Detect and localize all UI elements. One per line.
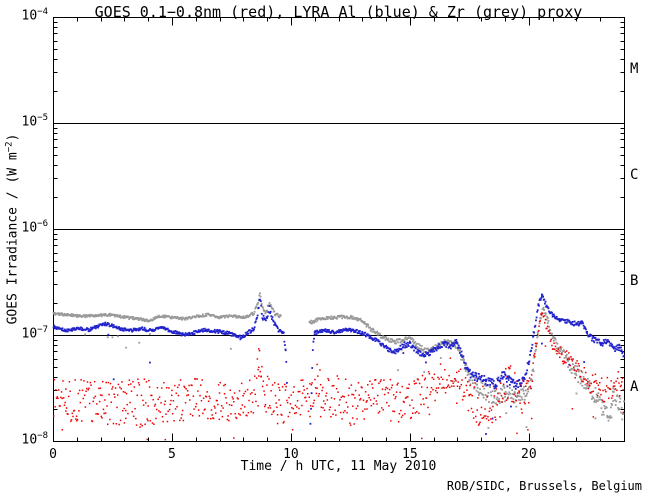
x-tick-label-10: 10: [283, 447, 299, 462]
y-axis-label-close: ): [5, 133, 21, 142]
y-tick-label-1e-5: 10−5: [0, 113, 49, 130]
y-tick-label-1e-6: 10−6: [0, 219, 49, 236]
flare-class-label-b: B: [630, 273, 639, 290]
y-tick-exp: −4: [37, 7, 48, 17]
y-tick-base: 10: [21, 220, 38, 236]
y-tick-base: 10: [21, 326, 38, 342]
x-axis-label: Time / h UTC, 11 May 2010: [240, 459, 437, 474]
x-tick-label-5: 5: [168, 447, 176, 462]
y-tick-label-1e-8: 10−8: [0, 431, 49, 448]
y-tick-base: 10: [21, 8, 38, 24]
y-tick-exp: −7: [37, 325, 48, 335]
flare-class-label-m: M: [630, 61, 639, 78]
x-tick-label-0: 0: [49, 447, 57, 462]
flare-class-label-c: C: [630, 167, 639, 184]
x-tick-label-15: 15: [402, 447, 418, 462]
y-tick-exp: −8: [37, 431, 48, 441]
x-tick-label-20: 20: [521, 447, 537, 462]
y-tick-exp: −6: [37, 219, 48, 229]
y-tick-label-1e-7: 10−7: [0, 325, 49, 342]
chart-title: GOES 0.1−0.8nm (red), LYRA Al (blue) & Z…: [94, 3, 583, 21]
y-tick-base: 10: [21, 432, 38, 448]
credit-text: ROB/SIDC, Brussels, Belgium: [446, 479, 642, 493]
y-tick-base: 10: [21, 114, 38, 130]
y-tick-label-1e-4: 10−4: [0, 7, 49, 24]
flare-class-label-a: A: [630, 379, 639, 396]
y-axis-label-text: GOES Irradiance / (W m: [5, 152, 21, 325]
y-axis-label-superscript: −2: [4, 141, 15, 153]
y-tick-exp: −5: [37, 113, 48, 123]
